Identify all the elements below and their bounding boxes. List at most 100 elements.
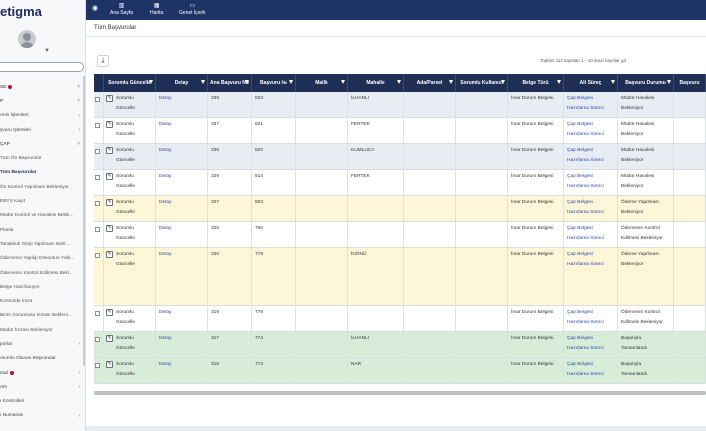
filter-icon[interactable] bbox=[397, 80, 401, 84]
detail-link[interactable]: Detay bbox=[159, 96, 172, 101]
filter-icon[interactable] bbox=[449, 80, 453, 84]
row-checkbox[interactable] bbox=[95, 363, 100, 368]
assign-responsible-link[interactable]: Sorumlu bbox=[116, 226, 134, 231]
edit-icon[interactable]: ✎ bbox=[106, 199, 113, 206]
assign-responsible-link[interactable]: Sorumlu bbox=[116, 336, 134, 341]
edit-icon[interactable]: ✎ bbox=[106, 335, 113, 342]
assign-responsible-link[interactable]: Güncelle bbox=[116, 372, 135, 377]
nav-genel-icerik[interactable]: ▭ Genel İçerik bbox=[179, 2, 206, 19]
assign-responsible-link[interactable]: Sorumlu bbox=[116, 122, 134, 127]
assign-responsible-link[interactable]: Sorumlu bbox=[116, 252, 134, 257]
edit-icon[interactable]: ✎ bbox=[106, 95, 113, 102]
assign-responsible-link[interactable]: Sorumlu bbox=[116, 362, 134, 367]
sidebar-item[interactable]: Tüm Ön Başvurular bbox=[0, 151, 85, 165]
table-horizontal-scrollbar[interactable] bbox=[94, 391, 706, 395]
sidebar-item[interactable]: Tahakkuk Girişi Yapılması Bekl... bbox=[0, 237, 85, 251]
sidebar-item[interactable]: SE ˄ bbox=[0, 80, 85, 94]
table-row[interactable]: ✎ Sorumlu Güncelle Detay 339 823 İLHANLI İmar D… bbox=[94, 92, 706, 118]
detail-link[interactable]: Detay bbox=[159, 336, 172, 341]
filter-icon[interactable] bbox=[557, 80, 561, 84]
table-row[interactable]: ✎ Sorumlu Güncelle Detay 325 790 İmar Durum Be… bbox=[94, 222, 706, 248]
column-header[interactable] bbox=[94, 74, 104, 92]
sidebar-item[interactable]: Kontrolde İmza bbox=[0, 294, 85, 308]
filter-icon[interactable] bbox=[201, 80, 205, 84]
edit-icon[interactable]: ✎ bbox=[106, 121, 113, 128]
download-button[interactable]: ⤓ bbox=[97, 55, 109, 67]
row-checkbox[interactable] bbox=[95, 201, 100, 206]
table-row[interactable]: ✎ Sorumlu Güncelle Detay 320 779 İNÖNÜ İmar Dur… bbox=[94, 248, 706, 306]
sidebar-item[interactable]: ÇAP ˄ bbox=[0, 137, 85, 151]
column-header[interactable]: Mahalle bbox=[348, 74, 404, 92]
sidebar-scrollbar[interactable] bbox=[83, 76, 85, 366]
edit-icon[interactable]: ✎ bbox=[106, 361, 113, 368]
column-header[interactable]: Başvuru Durumu bbox=[618, 74, 674, 92]
nav-harita[interactable]: ▦ Harita bbox=[150, 2, 163, 19]
row-checkbox[interactable] bbox=[95, 337, 100, 342]
sidebar-item[interactable]: EBYS Kayıt bbox=[0, 194, 85, 208]
assign-responsible-link[interactable]: Sorumlu bbox=[116, 148, 134, 153]
detail-link[interactable]: Detay bbox=[159, 174, 172, 179]
assign-responsible-link[interactable]: Sorumlu bbox=[116, 96, 134, 101]
user-caret-icon[interactable]: ▼ bbox=[44, 48, 50, 54]
sidebar-item[interactable]: orumlu Olunan Başvurular bbox=[0, 352, 85, 366]
assign-responsible-link[interactable]: Güncelle bbox=[116, 106, 135, 111]
row-checkbox[interactable] bbox=[95, 253, 100, 258]
sidebar-item[interactable]: şvuru İşlemleri › bbox=[0, 123, 85, 137]
column-header[interactable]: Malik bbox=[296, 74, 348, 92]
filter-icon[interactable] bbox=[501, 80, 505, 84]
column-header[interactable]: Ada/Parsel bbox=[404, 74, 456, 92]
edit-icon[interactable]: ✎ bbox=[106, 147, 113, 154]
sidebar-item[interactable]: Müdür Kontrol ve Havalesi Bekle... bbox=[0, 209, 85, 223]
sidebar-item[interactable]: Belge Hazırlanıyor bbox=[0, 280, 85, 294]
sidebar-item[interactable]: Ödemenin Kontrol Edilmesi Bekl... bbox=[0, 266, 85, 280]
filter-icon[interactable] bbox=[289, 80, 293, 84]
filter-icon[interactable] bbox=[341, 80, 345, 84]
row-checkbox[interactable] bbox=[95, 149, 100, 154]
column-header[interactable]: Ana Başvuru No bbox=[208, 74, 252, 92]
sidebar-item[interactable]: Ödemenin Yapılip Dekontun Yükl... bbox=[0, 252, 85, 266]
sidebar-item[interactable]: porlar › bbox=[0, 337, 85, 351]
row-checkbox[interactable] bbox=[95, 123, 100, 128]
column-header[interactable]: Alt Süreç bbox=[564, 74, 618, 92]
filter-icon[interactable] bbox=[245, 80, 249, 84]
assign-responsible-link[interactable]: Sorumlu bbox=[116, 310, 134, 315]
assign-responsible-link[interactable]: Sorumlu bbox=[116, 200, 134, 205]
detail-link[interactable]: Detay bbox=[159, 200, 172, 205]
sidebar-item[interactable]: ı Numarası › bbox=[0, 409, 85, 423]
detail-link[interactable]: Detay bbox=[159, 226, 172, 231]
table-row[interactable]: ✎ Sorumlu Güncelle Detay 319 778 İmar Durum Be… bbox=[94, 306, 706, 332]
table-row[interactable]: ✎ Sorumlu Güncelle Detay 336 820 KUMLUCA İmar D… bbox=[94, 144, 706, 170]
row-checkbox[interactable] bbox=[95, 175, 100, 180]
nav-ana-sayfa[interactable]: ▥ Ana Sayfa bbox=[110, 2, 133, 19]
sidebar-item[interactable]: rmin İşlemleri › bbox=[0, 109, 85, 123]
filter-icon[interactable] bbox=[667, 80, 671, 84]
assign-responsible-link[interactable]: Güncelle bbox=[116, 320, 135, 325]
assign-responsible-link[interactable]: Güncelle bbox=[116, 236, 135, 241]
row-checkbox[interactable] bbox=[95, 311, 100, 316]
assign-responsible-link[interactable]: Güncelle bbox=[116, 184, 135, 189]
table-row[interactable]: ✎ Sorumlu Güncelle Detay 327 803 İmar Durum Be… bbox=[94, 196, 706, 222]
edit-icon[interactable]: ✎ bbox=[106, 309, 113, 316]
column-header[interactable]: Sorumlu Kullanıcı bbox=[456, 74, 508, 92]
assign-responsible-link[interactable]: Güncelle bbox=[116, 346, 135, 351]
detail-link[interactable]: Detay bbox=[159, 252, 172, 257]
sidebar-item[interactable]: mal › bbox=[0, 366, 85, 380]
detail-link[interactable]: Detay bbox=[159, 362, 172, 367]
assign-responsible-link[interactable]: Güncelle bbox=[116, 210, 135, 215]
row-checkbox[interactable] bbox=[95, 97, 100, 102]
table-row[interactable]: ✎ Sorumlu Güncelle Detay 337 821 FERTEK İmar Du… bbox=[94, 118, 706, 144]
sidebar-item[interactable]: Ön Kontrol Yapılması Bekleniyor bbox=[0, 180, 85, 194]
row-checkbox[interactable] bbox=[95, 227, 100, 232]
detail-link[interactable]: Detay bbox=[159, 122, 172, 127]
sidebar-item[interactable]: ı Kontrolleri bbox=[0, 395, 85, 409]
sidebar-item[interactable]: AN › bbox=[0, 380, 85, 394]
column-header[interactable]: Belge Türü bbox=[508, 74, 564, 92]
scrollbar-thumb[interactable] bbox=[94, 391, 706, 395]
detail-link[interactable]: Detay bbox=[159, 310, 172, 315]
sidebar-item[interactable]: Birim Sorumlusu İmzası Bekleni... bbox=[0, 309, 85, 323]
assign-responsible-link[interactable]: Sorumlu bbox=[116, 174, 134, 179]
home-icon[interactable]: ◉ bbox=[91, 5, 99, 12]
sidebar-item[interactable]: P ˄ bbox=[0, 94, 85, 108]
assign-responsible-link[interactable]: Güncelle bbox=[116, 262, 135, 267]
sidebar-item[interactable]: Planla bbox=[0, 223, 85, 237]
